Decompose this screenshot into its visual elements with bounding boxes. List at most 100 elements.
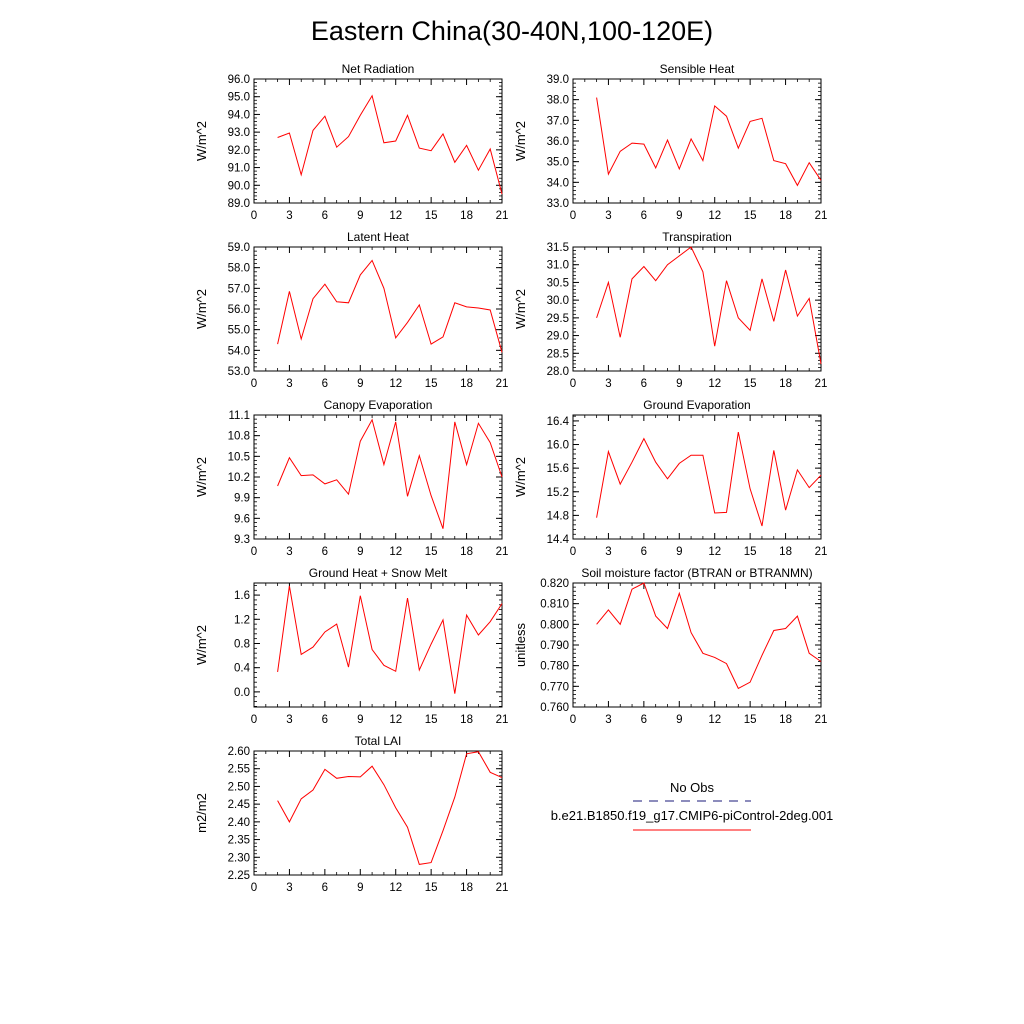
panel-canopy-evaporation: Canopy Evaporation W/m^2 9.3 9.6 9.9 10.2 10.5… [194, 398, 508, 558]
y-tick-label: 33.0 [547, 198, 569, 210]
series-line [596, 97, 822, 187]
panel-sensible-heat: Sensible Heat W/m^2 33.0 34.0 35.0 36.0 37.0 38… [513, 62, 827, 222]
x-tick-label: 9 [357, 546, 363, 558]
y-tick-label: 9.6 [234, 513, 250, 525]
y-tick-label: 39.0 [547, 74, 569, 86]
y-tick-label: 11.1 [228, 410, 250, 422]
x-tick-label: 21 [496, 882, 509, 894]
panel-title: Canopy Evaporation [324, 398, 433, 412]
y-tick-label: 55.0 [228, 325, 250, 337]
y-tick-label: 2.25 [228, 870, 250, 882]
x-tick-label: 0 [251, 546, 257, 558]
x-tick-label: 15 [425, 210, 438, 222]
x-tick-label: 3 [286, 882, 292, 894]
y-tick-label: 16.0 [547, 440, 569, 452]
x-tick-label: 12 [708, 714, 721, 726]
panel-title: Ground Heat + Snow Melt [309, 566, 448, 580]
series-line [277, 259, 503, 353]
y-axis-label: W/m^2 [513, 121, 528, 161]
x-tick-label: 15 [425, 714, 438, 726]
y-axis-label: W/m^2 [194, 121, 209, 161]
panel-net-radiation: Net Radiation W/m^2 89.0 90.0 91.0 92.0 93.0 94… [194, 62, 508, 222]
y-tick-label: 34.0 [547, 177, 569, 189]
series-line [277, 418, 503, 529]
y-axis-label: W/m^2 [513, 457, 528, 497]
plot-frame [253, 78, 503, 204]
x-tick-label: 18 [460, 210, 473, 222]
x-tick-label: 15 [744, 378, 757, 390]
x-tick-label: 0 [570, 714, 576, 726]
x-tick-label: 6 [322, 378, 328, 390]
x-tick-label: 18 [460, 546, 473, 558]
x-tick-label: 0 [251, 210, 257, 222]
y-tick-label: 29.5 [547, 313, 569, 325]
x-tick-label: 15 [744, 714, 757, 726]
y-tick-label: 0.4 [234, 663, 251, 675]
x-tick-label: 9 [357, 882, 363, 894]
x-tick-label: 15 [744, 546, 757, 558]
panel-soil-moisture-factor-btran-or-btranmn: Soil moisture factor (BTRAN or BTRANMN) u… [513, 566, 827, 726]
x-tick-label: 21 [815, 546, 828, 558]
series-line [596, 431, 822, 527]
series-line [596, 246, 822, 364]
series-line [596, 582, 822, 690]
x-tick-label: 9 [357, 378, 363, 390]
y-tick-label: 2.40 [228, 817, 250, 829]
legend: No Obs b.e21.B1850.f19_g17.CMIP6-piContr… [551, 780, 833, 831]
x-tick-label: 9 [676, 210, 682, 222]
y-tick-label: 92.0 [228, 145, 250, 157]
x-tick-label: 3 [286, 378, 292, 390]
figure-title: Eastern China(30-40N,100-120E) [311, 16, 713, 46]
x-tick-label: 6 [641, 210, 647, 222]
x-tick-label: 12 [389, 546, 402, 558]
x-tick-label: 6 [322, 546, 328, 558]
x-tick-label: 0 [251, 714, 257, 726]
legend-obs-label: No Obs [670, 780, 715, 795]
x-tick-label: 18 [460, 714, 473, 726]
x-tick-label: 0 [570, 210, 576, 222]
y-tick-label: 30.0 [547, 295, 569, 307]
x-tick-label: 21 [815, 210, 828, 222]
x-tick-label: 21 [496, 714, 509, 726]
y-tick-label: 0.780 [540, 661, 569, 673]
y-tick-label: 1.2 [234, 614, 250, 626]
x-tick-label: 21 [496, 210, 509, 222]
y-axis-label: W/m^2 [513, 289, 528, 329]
x-tick-label: 12 [708, 378, 721, 390]
y-tick-label: 38.0 [547, 95, 569, 107]
y-tick-label: 2.35 [228, 835, 250, 847]
x-tick-label: 3 [605, 714, 611, 726]
y-tick-label: 53.0 [228, 366, 250, 378]
x-tick-label: 15 [425, 546, 438, 558]
series-line [277, 94, 503, 195]
x-tick-label: 6 [322, 210, 328, 222]
x-tick-label: 3 [286, 714, 292, 726]
y-tick-label: 9.3 [234, 534, 250, 546]
x-tick-label: 12 [389, 714, 402, 726]
x-tick-label: 15 [425, 882, 438, 894]
y-tick-label: 31.0 [547, 260, 569, 272]
y-tick-label: 0.760 [540, 702, 569, 714]
panel-latent-heat: Latent Heat W/m^2 53.0 54.0 55.0 56.0 57.0 58.0… [194, 230, 508, 390]
x-tick-label: 15 [425, 378, 438, 390]
panel-title: Net Radiation [342, 62, 415, 76]
y-tick-label: 2.50 [228, 781, 250, 793]
plot-frame [572, 246, 822, 372]
x-tick-label: 18 [779, 546, 792, 558]
y-tick-label: 2.45 [228, 799, 250, 811]
x-tick-label: 21 [496, 378, 509, 390]
x-tick-label: 18 [460, 378, 473, 390]
series-line [277, 751, 503, 865]
y-tick-label: 10.5 [228, 451, 250, 463]
y-tick-label: 58.0 [228, 263, 250, 275]
y-tick-label: 2.60 [228, 746, 250, 758]
x-tick-label: 9 [357, 210, 363, 222]
y-tick-label: 59.0 [228, 242, 250, 254]
panel-title: Sensible Heat [660, 62, 735, 76]
y-tick-label: 0.0 [234, 687, 250, 699]
y-tick-label: 28.0 [547, 366, 569, 378]
y-tick-label: 56.0 [228, 304, 250, 316]
y-tick-label: 94.0 [228, 109, 250, 121]
panel-total-lai: Total LAI m2/m2 2.25 2.30 2.35 2.40 2.45 2.50 2.… [194, 734, 508, 894]
